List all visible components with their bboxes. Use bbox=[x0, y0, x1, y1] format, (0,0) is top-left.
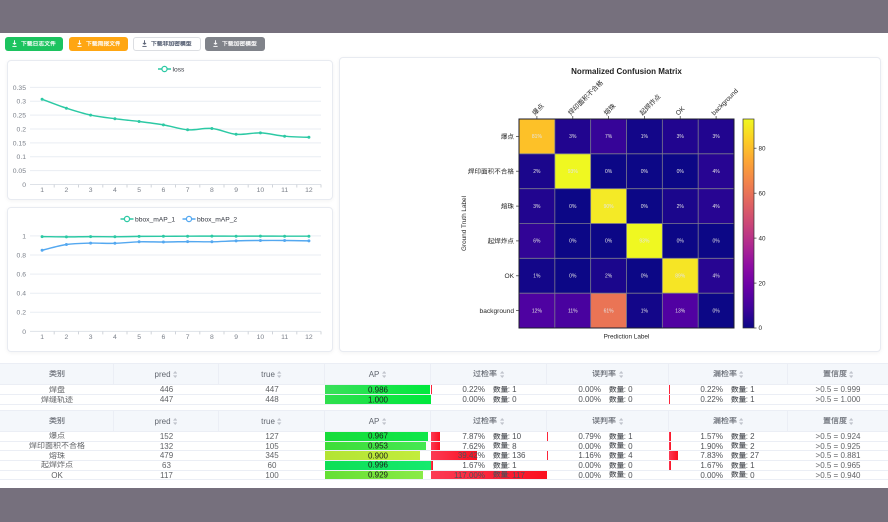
svg-text:0.35: 0.35 bbox=[13, 85, 26, 92]
svg-text:Ground Truth Label: Ground Truth Label bbox=[461, 196, 468, 251]
svg-text:0%: 0% bbox=[712, 239, 720, 245]
svg-text:12%: 12% bbox=[532, 308, 543, 314]
svg-text:0%: 0% bbox=[569, 273, 577, 279]
svg-text:40: 40 bbox=[759, 235, 767, 242]
svg-text:0%: 0% bbox=[677, 239, 685, 245]
svg-text:2: 2 bbox=[65, 187, 69, 194]
svg-text:loss: loss bbox=[173, 66, 186, 73]
svg-text:1%: 1% bbox=[641, 134, 649, 140]
svg-text:background: background bbox=[711, 88, 741, 118]
svg-text:Normalized Confusion Matrix: Normalized Confusion Matrix bbox=[571, 67, 682, 76]
svg-text:0: 0 bbox=[22, 182, 26, 189]
svg-text:4%: 4% bbox=[712, 273, 720, 279]
svg-text:12: 12 bbox=[305, 334, 313, 341]
svg-text:OK: OK bbox=[675, 105, 687, 117]
svg-text:2%: 2% bbox=[533, 169, 541, 175]
svg-text:1: 1 bbox=[22, 233, 26, 240]
svg-text:90%: 90% bbox=[604, 204, 615, 210]
svg-text:0.25: 0.25 bbox=[13, 113, 26, 120]
svg-text:2%: 2% bbox=[605, 273, 613, 279]
svg-text:0%: 0% bbox=[641, 204, 649, 210]
svg-text:60: 60 bbox=[759, 190, 767, 197]
svg-text:0.15: 0.15 bbox=[13, 140, 26, 147]
svg-text:81%: 81% bbox=[532, 134, 543, 140]
svg-text:93%: 93% bbox=[639, 239, 650, 245]
svg-text:0.2: 0.2 bbox=[17, 310, 27, 317]
svg-text:10: 10 bbox=[257, 334, 265, 341]
svg-text:89%: 89% bbox=[675, 273, 686, 279]
svg-text:0%: 0% bbox=[641, 169, 649, 175]
svg-text:5: 5 bbox=[137, 187, 141, 194]
svg-text:2%: 2% bbox=[677, 204, 685, 210]
svg-text:12: 12 bbox=[305, 187, 313, 194]
svg-text:5: 5 bbox=[137, 334, 141, 341]
svg-text:7: 7 bbox=[186, 187, 190, 194]
svg-text:0.8: 0.8 bbox=[17, 252, 27, 259]
svg-text:61%: 61% bbox=[604, 308, 615, 314]
svg-text:6: 6 bbox=[162, 187, 166, 194]
svg-text:0%: 0% bbox=[569, 239, 577, 245]
svg-text:0.3: 0.3 bbox=[17, 99, 27, 106]
svg-text:3: 3 bbox=[89, 334, 93, 341]
svg-text:0: 0 bbox=[22, 329, 26, 336]
svg-text:4%: 4% bbox=[712, 169, 720, 175]
svg-text:9: 9 bbox=[234, 334, 238, 341]
svg-text:6%: 6% bbox=[533, 239, 541, 245]
svg-text:80: 80 bbox=[759, 145, 767, 152]
svg-text:0%: 0% bbox=[677, 169, 685, 175]
svg-text:0: 0 bbox=[759, 325, 763, 332]
svg-text:0.4: 0.4 bbox=[17, 291, 27, 298]
svg-text:93%: 93% bbox=[568, 169, 579, 175]
svg-text:6: 6 bbox=[162, 334, 166, 341]
svg-text:0%: 0% bbox=[605, 239, 613, 245]
svg-text:11: 11 bbox=[281, 187, 288, 194]
svg-text:0.05: 0.05 bbox=[13, 168, 26, 175]
svg-text:bbox_mAP_1: bbox_mAP_1 bbox=[135, 216, 175, 223]
svg-text:20: 20 bbox=[759, 280, 767, 287]
svg-text:1: 1 bbox=[40, 187, 44, 194]
svg-text:7: 7 bbox=[186, 334, 190, 341]
svg-text:Prediction Label: Prediction Label bbox=[604, 334, 650, 341]
svg-text:1%: 1% bbox=[533, 273, 541, 279]
svg-text:background: background bbox=[480, 308, 515, 315]
svg-text:0.2: 0.2 bbox=[17, 126, 27, 133]
svg-text:1: 1 bbox=[40, 334, 44, 341]
svg-text:3: 3 bbox=[89, 187, 93, 194]
svg-text:11%: 11% bbox=[568, 308, 578, 314]
svg-text:11: 11 bbox=[281, 334, 288, 341]
svg-text:4%: 4% bbox=[712, 204, 720, 210]
svg-text:bbox_mAP_2: bbox_mAP_2 bbox=[197, 216, 237, 223]
svg-text:0%: 0% bbox=[712, 308, 720, 314]
svg-text:4: 4 bbox=[113, 334, 117, 341]
svg-text:1%: 1% bbox=[641, 308, 649, 314]
svg-text:OK: OK bbox=[504, 273, 514, 280]
svg-text:3%: 3% bbox=[677, 134, 685, 140]
svg-text:10: 10 bbox=[257, 187, 265, 194]
svg-text:0%: 0% bbox=[569, 204, 577, 210]
svg-text:8: 8 bbox=[210, 187, 214, 194]
svg-text:3%: 3% bbox=[712, 134, 720, 140]
svg-text:8: 8 bbox=[210, 334, 214, 341]
svg-text:13%: 13% bbox=[675, 308, 686, 314]
svg-text:0%: 0% bbox=[605, 169, 613, 175]
svg-text:4: 4 bbox=[113, 187, 117, 194]
svg-text:3%: 3% bbox=[533, 204, 541, 210]
svg-text:7%: 7% bbox=[605, 134, 613, 140]
svg-text:9: 9 bbox=[234, 187, 238, 194]
svg-text:2: 2 bbox=[65, 334, 69, 341]
svg-text:0.6: 0.6 bbox=[17, 272, 27, 279]
svg-text:0.1: 0.1 bbox=[17, 154, 27, 161]
svg-text:3%: 3% bbox=[569, 134, 577, 140]
svg-text:0%: 0% bbox=[641, 273, 649, 279]
